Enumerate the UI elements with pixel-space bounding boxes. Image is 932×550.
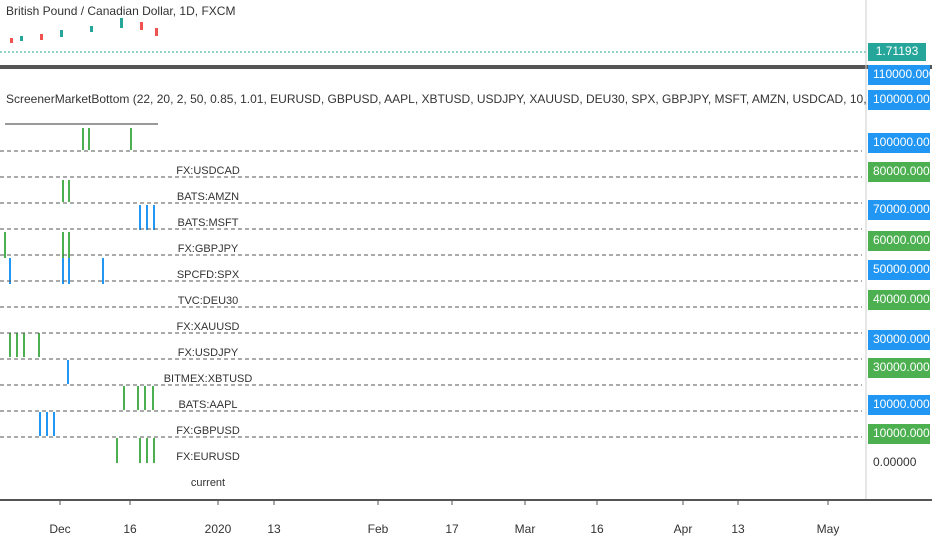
pane-separator xyxy=(0,65,932,69)
symbol-title: British Pound / Canadian Dollar, 1D, FXC… xyxy=(6,4,235,18)
axis-badge xyxy=(868,90,930,110)
axis-badge xyxy=(868,231,930,251)
axis-label: 80000.00000 xyxy=(873,164,932,178)
axis-badge xyxy=(868,260,930,280)
time-label: 13 xyxy=(267,522,281,536)
axis-label: 110000.00000 xyxy=(873,67,932,81)
symbol-label: FX:GBPJPY xyxy=(178,243,239,255)
axis-badge xyxy=(868,200,930,220)
time-label: 2020 xyxy=(205,522,232,536)
axis-badge xyxy=(868,330,930,350)
time-label: Mar xyxy=(515,522,536,536)
symbol-label: SPCFD:SPX xyxy=(177,269,240,281)
time-label: Feb xyxy=(368,522,389,536)
label-bg xyxy=(178,189,238,205)
symbol-label: FX:USDCAD xyxy=(176,165,240,177)
symbol-label: FX:GBPUSD xyxy=(176,425,240,437)
symbol-label: FX:XAUUSD xyxy=(177,321,240,333)
axis-label: 50000.00000 xyxy=(873,262,932,276)
symbol-label: BATS:MSFT xyxy=(178,217,239,229)
axis-label: 70000.00000 xyxy=(873,202,932,216)
symbol-label: BATS:AMZN xyxy=(177,191,239,203)
time-label: 16 xyxy=(123,522,137,536)
axis-badge xyxy=(868,395,930,415)
time-label: 17 xyxy=(445,522,459,536)
axis-badge xyxy=(868,358,930,378)
time-label: Dec xyxy=(49,522,70,536)
label-bg xyxy=(178,319,238,335)
axis-label: 0.00000 xyxy=(873,455,917,469)
axis-badge xyxy=(868,290,930,310)
axis-badge xyxy=(868,65,930,85)
time-label: 16 xyxy=(590,522,604,536)
label-bg xyxy=(178,215,238,231)
label-bg xyxy=(178,293,238,309)
axis-label: 100000.00000 xyxy=(873,92,932,106)
label-bg xyxy=(178,423,238,439)
axis-badge xyxy=(868,162,930,182)
symbol-label: FX:EURUSD xyxy=(176,451,240,463)
symbol-label: BITMEX:XBTUSD xyxy=(164,373,253,385)
symbol-label: current xyxy=(191,477,225,489)
signals xyxy=(4,128,155,463)
symbol-label: FX:USDJPY xyxy=(178,347,239,359)
label-bg xyxy=(178,371,238,387)
price-label: 1.71193 xyxy=(876,44,919,58)
label-bg xyxy=(178,449,238,465)
axis-badge xyxy=(868,424,930,444)
label-bg xyxy=(178,397,238,413)
label-bg xyxy=(178,267,238,283)
axis-label: 30000.00000 xyxy=(873,332,932,346)
time-label: Apr xyxy=(674,522,693,536)
indicator-title: ScreenerMarketBottom (22, 20, 2, 50, 0.8… xyxy=(6,92,905,106)
label-bg xyxy=(178,241,238,257)
label-bg xyxy=(178,345,238,361)
axis-label: 10000.00000 xyxy=(873,426,932,440)
axis-label: 10000.00000 xyxy=(873,397,932,411)
axis-label: 60000.00000 xyxy=(873,233,932,247)
axis-label: 100000.00000 xyxy=(873,135,932,149)
label-bg xyxy=(178,163,238,179)
symbol-label: BATS:AAPL xyxy=(178,399,237,411)
candles xyxy=(10,18,158,43)
price-badge xyxy=(868,43,926,61)
symbol-label: TVC:DEU30 xyxy=(178,295,239,307)
time-label: 13 xyxy=(731,522,745,536)
axis-label: 40000.00000 xyxy=(873,292,932,306)
axis-label: 30000.00000 xyxy=(873,360,932,374)
axis-badge xyxy=(868,133,930,153)
time-label: May xyxy=(817,522,840,536)
